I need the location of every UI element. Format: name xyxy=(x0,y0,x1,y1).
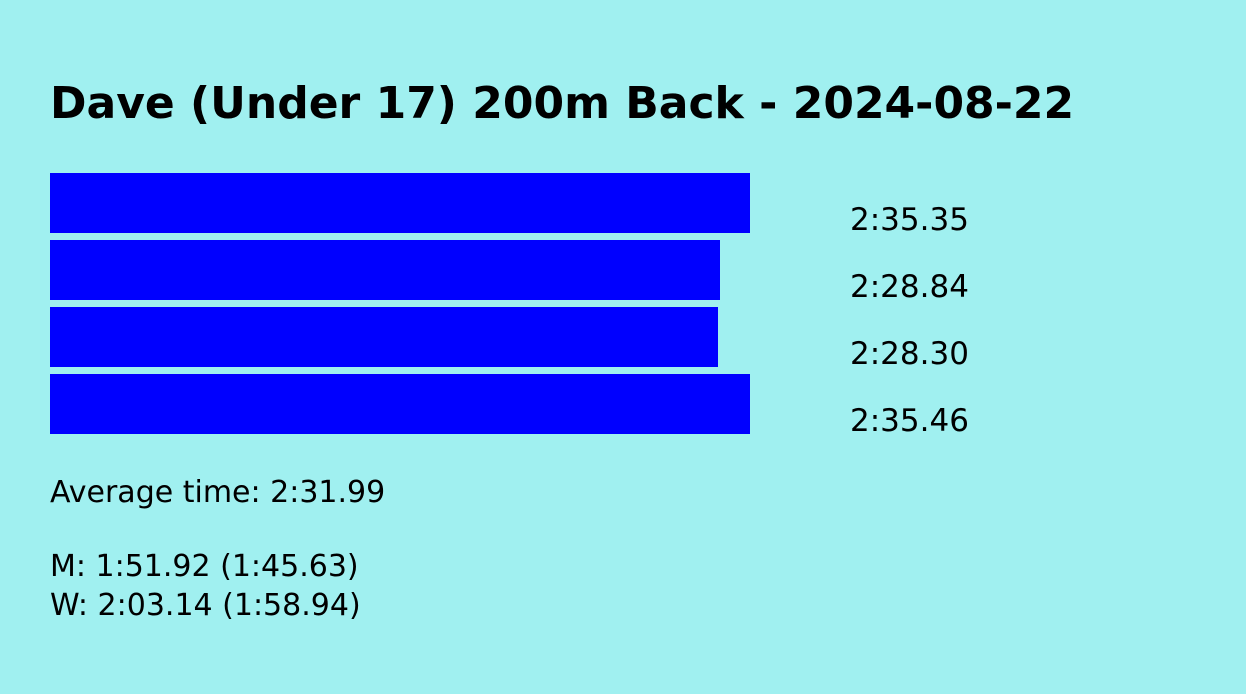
women-record: W: 2:03.14 (1:58.94) xyxy=(50,588,361,623)
bar-value-label: 2:28.84 xyxy=(850,269,969,305)
bar xyxy=(50,240,720,300)
bar-row: 2:35.46 xyxy=(50,374,1010,439)
records-block: M: 1:51.92 (1:45.63) W: 2:03.14 (1:58.94… xyxy=(50,547,361,625)
bar xyxy=(50,307,718,367)
bar-row: 2:28.30 xyxy=(50,307,1010,372)
bar-row: 2:28.84 xyxy=(50,240,1010,305)
bar-value-label: 2:28.30 xyxy=(850,336,969,372)
average-time: Average time: 2:31.99 xyxy=(50,475,386,510)
bar xyxy=(50,374,750,434)
bar-row: 2:35.35 xyxy=(50,173,1010,238)
page-title: Dave (Under 17) 200m Back - 2024-08-22 xyxy=(50,78,1075,129)
bar xyxy=(50,173,750,233)
bar-value-label: 2:35.35 xyxy=(850,202,969,238)
bar-value-label: 2:35.46 xyxy=(850,403,969,439)
men-record: M: 1:51.92 (1:45.63) xyxy=(50,549,359,584)
bar-chart: 2:35.35 2:28.84 2:28.30 2:35.46 xyxy=(50,173,1010,439)
